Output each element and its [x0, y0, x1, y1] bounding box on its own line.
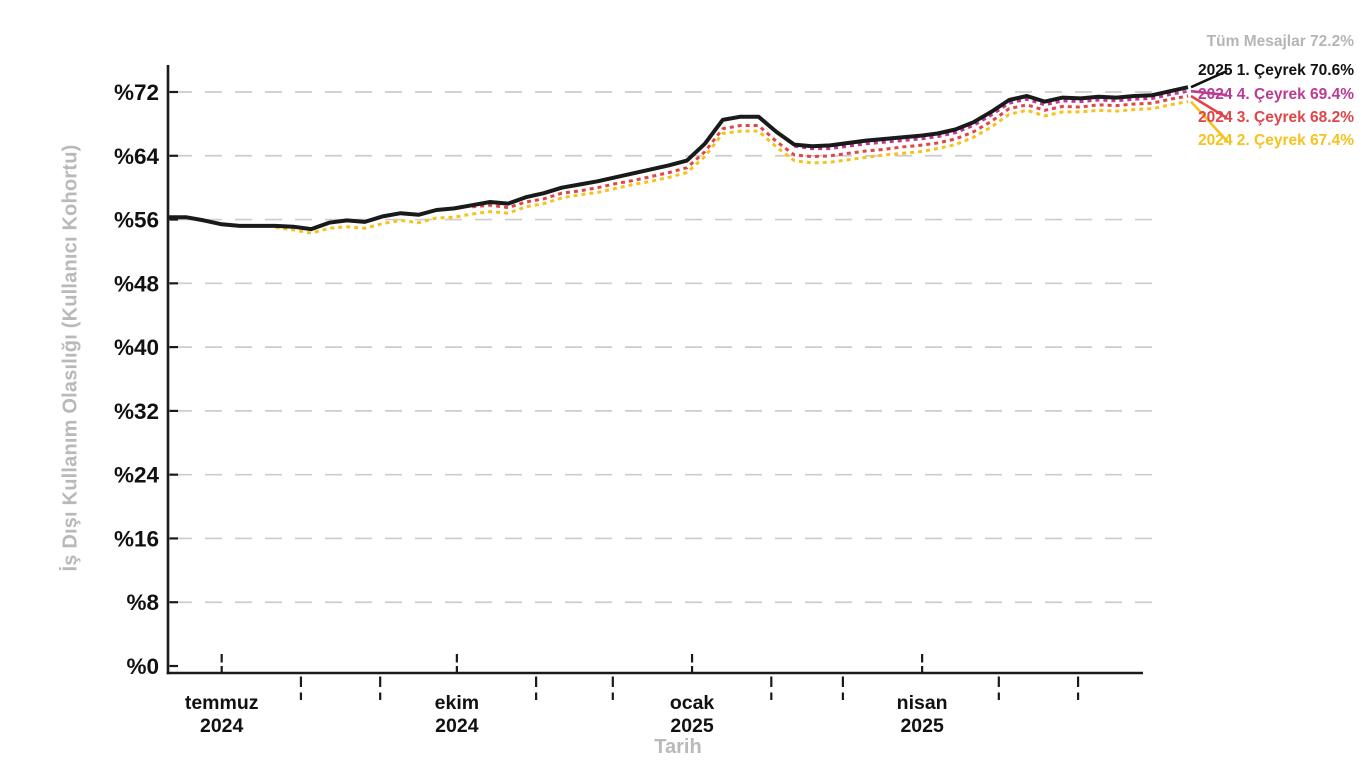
y-tick-label: %32 — [114, 399, 159, 424]
y-tick-label: %16 — [114, 526, 159, 551]
y-axis-ticks: %0 %8 %16 %24 %32 %40 %48 %56 %64 %72 — [114, 80, 178, 679]
x-tick-label-month: ocak — [670, 692, 715, 714]
x-tick-label-year: 2024 — [200, 715, 244, 737]
legend-item-2024-q2: 2024 2. Çeyrek 67.4% — [1198, 132, 1354, 149]
legend-item-2024-q4: 2024 4. Çeyrek 69.4% — [1198, 86, 1354, 103]
axes — [166, 65, 1143, 675]
y-tick-label: %8 — [126, 590, 159, 615]
legend-item-2024-q3: 2024 3. Çeyrek 68.2% — [1198, 109, 1354, 126]
x-tick-label-month: nisan — [897, 692, 948, 714]
y-tick-label: %64 — [114, 144, 160, 169]
leader-lines — [1190, 69, 1228, 142]
leader-line — [1190, 100, 1228, 142]
legend-item-all-messages: Tüm Mesajlar 72.2% — [1206, 33, 1354, 50]
y-axis-title: İş Dışı Kullanım Olasılığı (Kullanıcı Ko… — [59, 144, 82, 572]
y-tick-label: %48 — [114, 271, 159, 296]
x-tick-label-month: temmuz — [185, 692, 259, 714]
y-tick-label: %24 — [114, 463, 160, 488]
x-tick-label-year: 2025 — [900, 715, 944, 737]
legend-item-2025-q1: 2025 1. Çeyrek 70.6% — [1198, 62, 1354, 79]
series-line-1 — [794, 89, 1189, 151]
y-tick-label: %40 — [114, 335, 159, 360]
x-tick-label-year: 2025 — [670, 715, 714, 737]
y-tick-label: %0 — [126, 654, 159, 679]
series-line-2 — [472, 94, 1189, 210]
leader-line — [1190, 94, 1228, 120]
x-tick-label-month: ekim — [435, 692, 479, 714]
gridlines — [175, 91, 1155, 604]
x-axis-title: Tarih — [654, 736, 702, 758]
series-line-3 — [275, 100, 1189, 235]
y-tick-label: %56 — [114, 208, 159, 233]
leader-line — [1190, 89, 1228, 97]
series-line-0 — [168, 85, 1189, 232]
y-tick-label: %72 — [114, 80, 159, 105]
x-tick-label-year: 2024 — [435, 715, 479, 737]
leader-line — [1190, 69, 1228, 89]
